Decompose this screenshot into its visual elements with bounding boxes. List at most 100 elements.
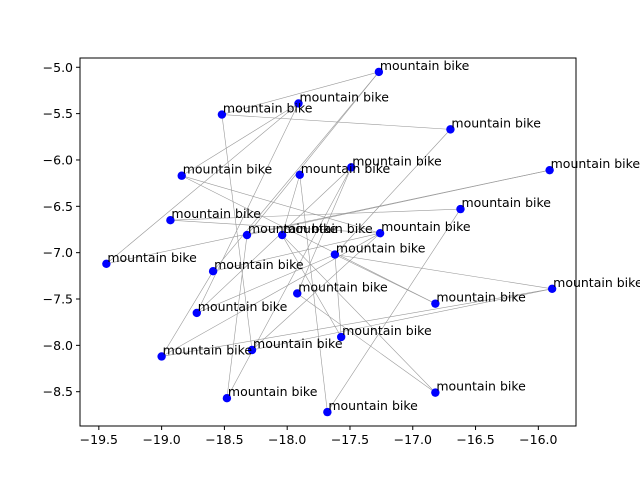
x-tick-label: −16.5 [456, 432, 494, 447]
edge-line [281, 234, 342, 338]
edge-line [334, 129, 451, 255]
edge-line [161, 288, 553, 357]
point-label: mountain bike [283, 221, 373, 236]
x-tick-label: −16.0 [519, 432, 557, 447]
edge-line [196, 254, 336, 314]
edge-line [170, 208, 461, 221]
x-tick-label: −19.0 [142, 432, 180, 447]
data-point [336, 332, 346, 342]
y-tick-label: −7.0 [43, 245, 73, 260]
y-tick-label: −8.0 [43, 338, 73, 353]
point-label: mountain bike [198, 299, 288, 314]
edge-line [334, 254, 553, 290]
edge-line [196, 103, 299, 314]
data-point [295, 170, 304, 179]
point-label: mountain bike [171, 206, 261, 221]
y-tick-label: −6.5 [43, 199, 73, 214]
data-point [293, 289, 302, 298]
edge-line [246, 71, 380, 236]
x-tick-label: −19.5 [80, 432, 118, 447]
data-point [222, 393, 232, 403]
point-label: mountain bike [228, 384, 318, 399]
point-label: mountain bike [107, 250, 197, 265]
edge-line [251, 232, 381, 351]
edge-line [161, 271, 214, 357]
point-label: mountain bike [352, 153, 442, 168]
data-point [547, 284, 557, 294]
point-label: mountain bike [301, 161, 391, 176]
data-point [375, 228, 385, 238]
data-point [166, 216, 175, 225]
edge-line [170, 219, 381, 234]
data-point [330, 250, 340, 259]
x-axis: −19.5 −19.0 −18.5 −18.0 −17.5 −17.0 −16.5 −16.0 [80, 426, 558, 447]
point-label: mountain bike [342, 323, 432, 338]
data-point [208, 266, 218, 276]
point-label: mountain bike [436, 290, 526, 305]
y-tick-label: −6.0 [43, 152, 73, 167]
data-point [545, 165, 554, 175]
edges-layer [106, 71, 553, 413]
edge-line [327, 208, 461, 413]
edge-line [181, 103, 299, 176]
x-tick-label: −17.0 [394, 432, 432, 447]
point-label: mountain bike [328, 398, 418, 413]
data-point [374, 67, 384, 77]
x-tick-label: −17.5 [331, 432, 369, 447]
data-point [431, 299, 440, 308]
point-label: mountain bike [163, 342, 253, 357]
point-label: mountain bike [214, 257, 304, 272]
y-tick-label: −8.5 [43, 384, 73, 399]
edge-line [221, 71, 379, 115]
data-point [217, 110, 227, 119]
point-label: mountain bike [248, 221, 338, 236]
edge-line [296, 167, 352, 294]
edge-line [299, 174, 328, 413]
point-label: mountain bike [381, 219, 471, 234]
points-layer [102, 67, 557, 417]
edge-line [334, 254, 342, 338]
data-point [323, 407, 332, 417]
y-tick-label: −5.5 [43, 106, 73, 121]
point-label: mountain bike [451, 115, 541, 130]
data-point [431, 388, 440, 397]
data-point [446, 125, 455, 134]
data-point [247, 345, 257, 355]
y-axis: −5.0 −5.5 −6.0 −6.5 −7.0 −7.5 −8.0 −8.5 [43, 60, 80, 399]
edge-line [251, 288, 553, 351]
edge-line [196, 167, 352, 314]
edge-line [226, 167, 352, 399]
point-label: mountain bike [551, 156, 640, 171]
edge-line [161, 232, 381, 357]
edge-line [106, 169, 550, 265]
edge-line [281, 174, 301, 236]
edge-line [106, 103, 299, 265]
point-label: mountain bike [380, 58, 470, 73]
point-label: mountain bike [253, 336, 343, 351]
y-tick-label: −5.0 [43, 60, 73, 75]
edge-line [221, 114, 451, 130]
point-label: mountain bike [461, 195, 551, 210]
point-label: mountain bike [298, 279, 388, 294]
edge-line [334, 254, 436, 304]
data-point [294, 99, 303, 108]
data-point [157, 352, 166, 361]
edge-line [221, 114, 253, 351]
data-point [177, 171, 186, 180]
plot-frame [79, 57, 577, 427]
point-label: mountain bike [183, 162, 273, 177]
edge-line [213, 232, 381, 272]
point-label: mountain bike [553, 275, 640, 290]
x-tick-label: −18.5 [205, 432, 243, 447]
point-label: mountain bike [223, 101, 313, 116]
y-tick-label: −7.5 [43, 292, 73, 307]
data-point [242, 230, 252, 240]
data-point [456, 204, 465, 214]
data-point [102, 259, 111, 268]
edge-line [226, 235, 248, 399]
data-point [347, 163, 356, 172]
edge-line [281, 234, 436, 393]
data-point [192, 308, 201, 318]
